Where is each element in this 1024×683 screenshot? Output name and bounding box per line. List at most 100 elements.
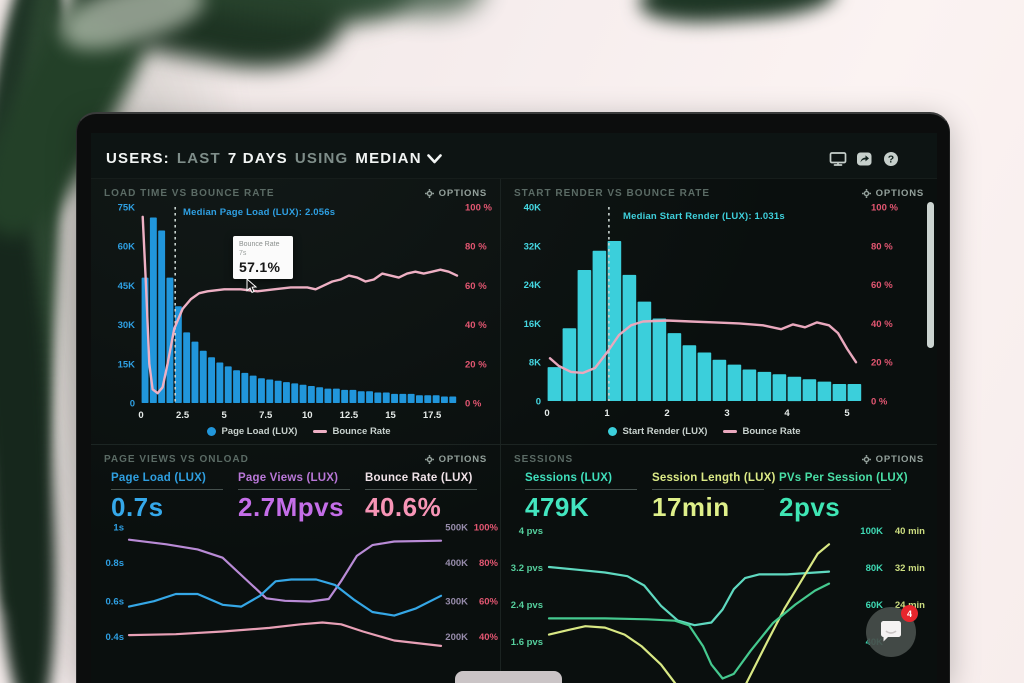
stat-page-views[interactable]: Page Views (LUX) 2.7Mpvs (238, 472, 350, 523)
options-button[interactable]: OPTIONS (424, 188, 487, 199)
bar[interactable] (241, 372, 249, 403)
line-series[interactable] (547, 582, 831, 680)
bar[interactable] (208, 357, 215, 403)
bar[interactable] (802, 379, 817, 401)
bar[interactable] (757, 371, 772, 401)
bar[interactable] (727, 364, 742, 401)
options-button[interactable]: OPTIONS (424, 454, 487, 465)
bar[interactable] (449, 396, 457, 404)
bar[interactable] (622, 274, 637, 401)
bar[interactable] (424, 395, 432, 403)
bar[interactable] (577, 270, 592, 401)
bar[interactable] (258, 378, 265, 403)
stat-label: Page Views (LUX) (238, 472, 339, 484)
bar[interactable] (441, 396, 448, 404)
bar[interactable] (697, 352, 712, 402)
bar[interactable] (652, 318, 667, 402)
axis-tick-label: 1 (604, 408, 610, 419)
bar[interactable] (291, 383, 299, 403)
bar[interactable] (224, 366, 232, 403)
bar[interactable] (667, 333, 682, 401)
page-title[interactable]: USERS: LAST 7 DAYS USING MEDIAN (106, 150, 442, 167)
line-series[interactable] (141, 215, 459, 395)
bar[interactable] (249, 375, 257, 403)
bar[interactable] (183, 332, 191, 403)
bar[interactable] (332, 388, 340, 403)
bar[interactable] (742, 369, 757, 402)
bar[interactable] (592, 250, 607, 401)
bar[interactable] (607, 241, 622, 401)
bar[interactable] (682, 345, 697, 401)
bar[interactable] (712, 359, 727, 401)
legend-item[interactable]: Bounce Rate (723, 426, 801, 437)
legend-item[interactable]: Start Render (LUX) (608, 426, 707, 437)
axis-tick-label: 500K (445, 523, 468, 534)
bar[interactable] (174, 306, 182, 403)
help-icon[interactable]: ? (883, 151, 901, 167)
scrollbar-thumb[interactable] (927, 202, 934, 348)
bar[interactable] (149, 217, 157, 404)
bar[interactable] (191, 341, 199, 403)
legend-item[interactable]: Bounce Rate (313, 426, 391, 437)
bar[interactable] (158, 230, 166, 404)
bar[interactable] (341, 389, 349, 403)
bar[interactable] (316, 387, 324, 403)
bar[interactable] (407, 393, 415, 403)
bar[interactable] (216, 362, 224, 404)
bar[interactable] (233, 370, 240, 403)
options-button[interactable]: OPTIONS (861, 454, 924, 465)
title-part: 7 DAYS (227, 150, 288, 167)
bar[interactable] (432, 395, 440, 403)
bar[interactable] (772, 374, 787, 401)
stat-sessions[interactable]: Sessions (LUX) 479K (525, 472, 637, 523)
bar[interactable] (299, 384, 307, 403)
stat-underline (525, 489, 637, 490)
stat-bounce-rate[interactable]: Bounce Rate (LUX) 40.6% (365, 472, 477, 523)
axis-tick-label: 32K (524, 241, 542, 252)
bar[interactable] (637, 301, 652, 401)
bar[interactable] (166, 277, 174, 403)
bar[interactable] (847, 384, 862, 401)
line-series[interactable] (127, 578, 443, 617)
bar[interactable] (416, 395, 423, 403)
stat-session-length[interactable]: Session Length (LUX) 17min (652, 472, 775, 523)
bar[interactable] (274, 380, 282, 403)
stat-underline (652, 489, 764, 490)
share-icon[interactable] (856, 151, 874, 167)
line-series[interactable] (547, 565, 831, 627)
bar[interactable] (547, 367, 562, 401)
dashboard-screen: USERS: LAST 7 DAYS USING MEDIAN ? LOAD TIME … (91, 133, 937, 683)
line-series[interactable] (547, 543, 831, 683)
bar[interactable] (399, 393, 407, 403)
stat-page-load[interactable]: Page Load (LUX) 0.7s (111, 472, 223, 523)
line-series[interactable] (127, 621, 443, 647)
bar[interactable] (283, 382, 290, 403)
display-icon[interactable] (829, 151, 847, 167)
bar[interactable] (199, 350, 207, 403)
bar[interactable] (324, 388, 332, 403)
bar[interactable] (366, 391, 373, 403)
bar[interactable] (357, 391, 365, 403)
bar[interactable] (817, 381, 832, 401)
chevron-down-icon[interactable] (426, 154, 442, 164)
gear-icon (424, 189, 434, 198)
stat-pvs-per-session[interactable]: PVs Per Session (LUX) 2pvs (779, 472, 908, 523)
chat-widget-button[interactable]: 4 (866, 605, 918, 657)
bar[interactable] (562, 328, 577, 402)
chart-legend: Start Render (LUX) Bounce Rate (547, 426, 862, 437)
bar[interactable] (307, 386, 315, 403)
bar[interactable] (382, 392, 390, 404)
bar[interactable] (266, 379, 274, 404)
axis-tick-label: 60% (479, 597, 499, 608)
notification-badge: 4 (901, 605, 918, 622)
options-button[interactable]: OPTIONS (861, 188, 924, 199)
line-series[interactable] (548, 319, 858, 375)
bar[interactable] (832, 384, 847, 401)
bar[interactable] (391, 393, 398, 403)
bar[interactable] (787, 376, 802, 402)
bar[interactable] (349, 389, 357, 403)
bar[interactable] (374, 392, 382, 404)
axis-tick-label: 0 (130, 399, 135, 410)
legend-item[interactable]: Page Load (LUX) (207, 426, 297, 437)
line-series[interactable] (127, 538, 443, 603)
